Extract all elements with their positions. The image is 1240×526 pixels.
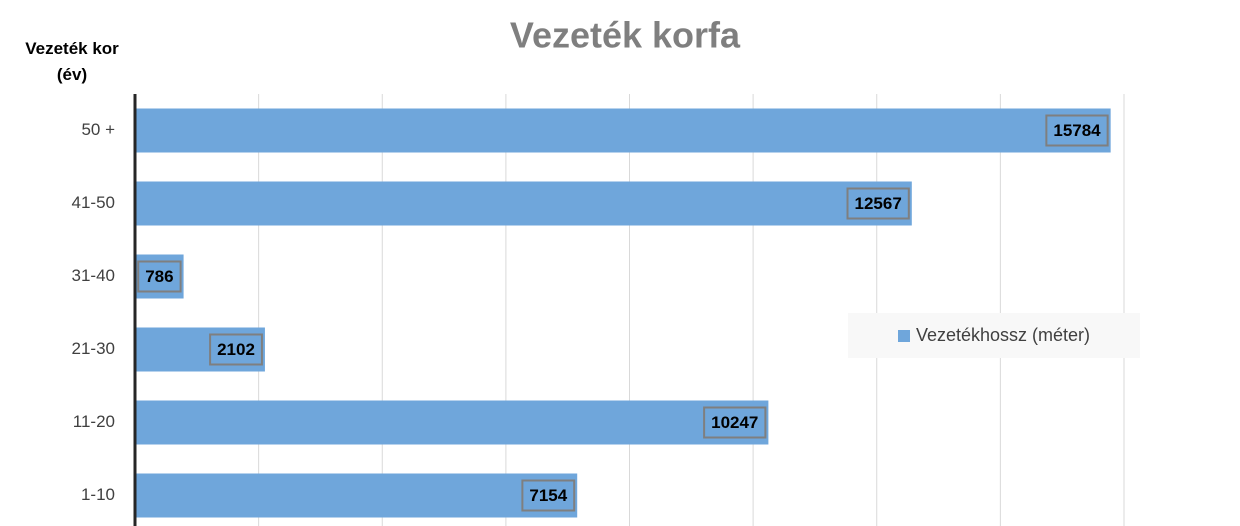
y-axis-label: Vezeték kor (év)	[25, 39, 119, 84]
data-label-box	[846, 187, 910, 220]
bar	[135, 108, 1111, 153]
data-label: 786	[145, 267, 173, 286]
y-tick-label: 21-30	[72, 339, 115, 358]
data-label: 12567	[855, 194, 902, 213]
data-label-box	[521, 479, 576, 512]
bar	[135, 181, 912, 226]
y-tick-label: 41-50	[72, 193, 115, 212]
y-tick-label: 31-40	[72, 266, 115, 285]
data-label: 10247	[711, 413, 758, 432]
data-label-box	[703, 406, 767, 439]
data-label: 15784	[1053, 121, 1101, 140]
bar	[135, 400, 769, 445]
legend-swatch	[897, 329, 910, 342]
legend-label: Vezetékhossz (méter)	[915, 325, 1091, 345]
legend: Vezetékhossz (méter)	[848, 313, 1140, 358]
y-tick-label: 11-20	[73, 412, 115, 431]
y-tick-label: 1-10	[81, 485, 115, 504]
bar	[135, 473, 578, 518]
data-label-box	[137, 260, 182, 293]
data-label: 7154	[529, 486, 567, 505]
data-label: 2102	[217, 340, 255, 359]
data-label-box	[209, 333, 263, 366]
chart-title: Vezeték korfa	[510, 15, 741, 56]
y-tick-label: 50 +	[81, 120, 115, 139]
data-label-box	[1045, 114, 1109, 147]
